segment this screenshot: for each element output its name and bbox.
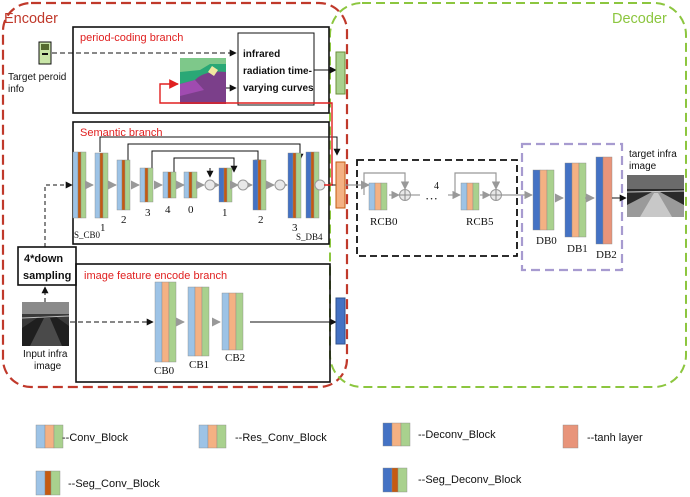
concat-circles (204, 179, 326, 191)
rcb-count: 4 (434, 181, 439, 192)
legend-seg-conv-block: --Seg_Conv_Block (68, 478, 160, 490)
label-enc-3: 3 (145, 207, 151, 219)
decoder-blocks (532, 156, 613, 245)
sem-block-enc-1 (94, 152, 109, 219)
label-enc-2: 2 (121, 214, 127, 226)
legend-swatch-conv (35, 424, 64, 449)
sem-block-enc-0 (183, 171, 198, 199)
sem-block-enc-2 (116, 159, 131, 211)
label-cb0: CB0 (154, 365, 175, 377)
label-s-db4: S_DB4 (296, 232, 323, 242)
down-sampling-box (17, 246, 77, 286)
label-rcb0: RCB0 (370, 216, 398, 228)
down-to-semantic-arrow (44, 181, 73, 247)
target-period-line-2: info (8, 84, 25, 95)
curve-label-line-1: infrared (243, 49, 280, 60)
input-infrared-image (21, 302, 70, 346)
rcb-dots: ··· (425, 191, 438, 206)
db-block-1 (564, 162, 587, 238)
img-block-cb1 (187, 286, 210, 357)
db-block-0 (532, 169, 555, 231)
label-s-cb0: S_CB0 (74, 230, 101, 240)
decoder-title: Decoder (612, 11, 667, 27)
decoder-region (329, 2, 687, 388)
legend-swatch-deconv (382, 422, 411, 447)
skip-connections (99, 136, 341, 182)
semantic-feature-vector (335, 161, 346, 209)
semantic-blocks (72, 151, 320, 219)
curve-label-line-3: varying curves (243, 83, 314, 94)
label-dec-1: 1 (222, 207, 228, 219)
battery-icon (38, 41, 52, 65)
sem-block-dec-3 (287, 152, 302, 219)
legend-swatch-seg-deconv (382, 467, 408, 493)
image-branch-title: image feature encode branch (84, 270, 227, 282)
legend-conv-block: --Conv_Block (62, 432, 129, 444)
label-enc-0: 0 (188, 204, 194, 216)
rcb-connections (363, 172, 533, 200)
legend-tanh-layer: --tanh layer (587, 432, 643, 444)
db-block-2 (595, 156, 613, 245)
period-code-vector (335, 51, 346, 95)
period-branch-title: period-coding branch (80, 32, 183, 44)
encoder-region (1, 1, 349, 389)
sem-block-dec-1 (218, 167, 233, 203)
image-branch-blocks (154, 281, 244, 363)
legend-swatch-res-conv (198, 424, 227, 449)
sem-block-enc-3 (139, 167, 154, 203)
rcb-box (356, 159, 518, 257)
legend-swatches (35, 422, 579, 496)
img-block-cb2 (221, 292, 244, 351)
label-db2: DB2 (596, 249, 617, 261)
rcb-block-0 (368, 182, 388, 211)
label-dec-2: 2 (258, 214, 264, 226)
segmentation-thumbnail (180, 58, 226, 104)
target-image-line-2: image (629, 161, 657, 172)
semantic-to-thumbnail-path (159, 79, 333, 186)
decoder-block-box (520, 142, 624, 272)
label-db0: DB0 (536, 235, 557, 247)
img-block-cb0 (154, 281, 177, 363)
rcb-blocks (368, 182, 480, 211)
label-enc-1: 1 (100, 222, 106, 234)
rcb-block-5 (460, 182, 480, 211)
down-sampling-line-2: sampling (23, 270, 71, 282)
sem-block-enc-4 (162, 171, 177, 199)
sem-block-s-cb0 (72, 151, 87, 219)
legend-seg-deconv-block: --Seg_Deconv_Block (418, 474, 522, 486)
down-sampling-line-1: 4*down (24, 253, 63, 265)
semantic-branch-title: Semantic branch (80, 127, 163, 139)
image-feature-vector (335, 297, 346, 345)
label-dec-3: 3 (292, 222, 298, 234)
label-db1: DB1 (567, 243, 588, 255)
encoder-title: Encoder (4, 11, 58, 27)
input-image-line-2: image (34, 361, 62, 372)
legend-swatch-tanh (562, 424, 579, 449)
rcb-add-circles (399, 189, 502, 201)
curve-label-box (237, 32, 315, 106)
curve-label-line-2: radiation time- (243, 66, 312, 77)
target-period-line-1: Target peroid (8, 72, 66, 83)
target-image-line-1: target infra (629, 149, 677, 160)
input-image-line-1: Input infra (23, 349, 68, 360)
legend-deconv-block: --Deconv_Block (418, 429, 496, 441)
sem-block-dec-2 (252, 159, 267, 211)
label-cb1: CB1 (189, 359, 209, 371)
legend-swatch-seg-conv (35, 470, 61, 496)
target-infrared-image (626, 175, 685, 217)
label-cb2: CB2 (225, 352, 245, 364)
label-enc-4: 4 (165, 204, 171, 216)
label-rcb5: RCB5 (466, 216, 494, 228)
legend-res-conv-block: --Res_Conv_Block (235, 432, 327, 444)
